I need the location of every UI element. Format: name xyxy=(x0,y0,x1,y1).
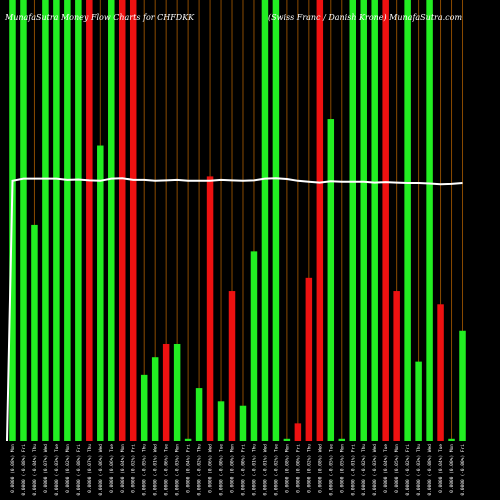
x-tick-label-36: 0.0000 (0.05%) Mon xyxy=(394,444,400,493)
bar-10 xyxy=(108,0,115,441)
x-tick-label-26: 0.0000 (0.08%) Mon xyxy=(284,444,290,493)
x-tick-label-42: 0.0000 (-0.00%) Fri xyxy=(460,444,466,496)
x-tick-label-14: 0.0000 (-0.01%) Wed xyxy=(153,444,159,496)
bar-11 xyxy=(119,0,126,441)
x-tick-label-19: 0.0000 (0.06%) Wed xyxy=(208,444,214,493)
bar-3 xyxy=(31,224,38,441)
x-tick-label-9: 0.0000 (-0.06%) Wed xyxy=(98,444,104,496)
bar-32 xyxy=(349,0,356,441)
bar-24 xyxy=(261,0,269,441)
bar-18 xyxy=(195,388,203,441)
bar-16 xyxy=(173,343,181,441)
bar-41 xyxy=(448,438,455,441)
x-tick-label-6: 0.0000 (0.02%) Mon xyxy=(65,444,71,493)
x-tick-label-11: 0.0000 (0.04%) Mon xyxy=(120,444,126,493)
x-tick-label-39: 0.0000 (-0.08%) Wed xyxy=(427,444,433,496)
x-tick-label-28: 0.0000 (0.02%) Thu xyxy=(306,444,312,493)
x-tick-label-33: 0.0000 (-0.02%) Thu xyxy=(361,444,367,496)
chart-title-right: (Swiss Franc / Danish Krone) MunafaSutra… xyxy=(268,13,462,22)
bar-14 xyxy=(151,357,159,441)
x-tick-label-3: 0.0000 (-0.04%) Thu xyxy=(32,444,38,496)
x-tick-label-25: 0.0000 (-0.02%) Tue xyxy=(273,444,279,496)
bar-5 xyxy=(53,0,60,441)
money-flow-line xyxy=(6,177,463,442)
x-tick-label-10: 0.0000 (0.06%) Tue xyxy=(109,444,115,493)
bar-33 xyxy=(360,0,367,441)
x-tick-label-20: 0.0000 (-0.00%) Tue xyxy=(219,444,225,496)
bar-29 xyxy=(316,0,324,441)
bar-15 xyxy=(162,343,170,441)
bar-37 xyxy=(404,0,411,441)
bar-12 xyxy=(129,0,137,441)
x-tick-label-1: 0.0000 (0.08%) Mon xyxy=(10,444,16,493)
x-tick-label-5: 0.0000 (-0.03%) Tue xyxy=(54,444,60,496)
x-tick-label-2: 0.0000 (-0.08%) Fri xyxy=(21,444,27,496)
x-tick-label-22: 0.0000 (-0.00%) Fri xyxy=(240,444,246,496)
x-tick-label-32: 0.0000 (-0.01%) Fri xyxy=(350,444,356,496)
bar-35 xyxy=(382,0,389,441)
bar-4 xyxy=(42,0,49,441)
bar-40 xyxy=(437,304,444,441)
bar-39 xyxy=(426,0,433,441)
x-tick-label-17: 0.0000 (0.04%) Fri xyxy=(186,444,192,493)
chart-title-left: MunafaSutra Money Flow Charts for CHFDKK xyxy=(4,13,195,22)
bar-22 xyxy=(239,405,247,441)
bar-7 xyxy=(75,0,82,441)
bar-30 xyxy=(327,119,335,441)
x-tick-label-34: 0.0000 (-0.03%) Wed xyxy=(372,444,378,496)
x-tick-label-15: 0.0000 (-0.06%) Tue xyxy=(164,444,170,496)
bar-19 xyxy=(206,176,214,441)
bar-9 xyxy=(97,145,104,441)
x-tick-label-29: 0.0000 (0.08%) Wed xyxy=(317,444,323,493)
x-tick-label-23: 0.0000 (-0.01%) Thu xyxy=(251,444,257,496)
x-tick-label-21: 0.0000 (0.00%) Mon xyxy=(230,444,236,493)
x-tick-label-13: 0.0000 (-0.05%) Thu xyxy=(142,444,148,496)
bar-2 xyxy=(20,0,27,441)
bar-13 xyxy=(140,374,148,441)
x-tick-label-30: 0.0000 (-0.05%) Tue xyxy=(328,444,334,496)
x-tick-label-27: 0.0000 (0.00%) Fri xyxy=(295,444,301,493)
bar-27 xyxy=(294,423,302,441)
bar-8 xyxy=(86,0,93,441)
x-tick-label-7: 0.0000 (-0.08%) Fri xyxy=(76,444,82,496)
x-tick-label-35: 0.0000 (0.04%) Tue xyxy=(383,444,389,493)
x-tick-label-18: 0.0000 (-0.02%) Thu xyxy=(197,444,203,496)
bar-20 xyxy=(217,401,225,441)
x-tick-labels: 0.0000 (0.08%) Mon 0.0000 (-0.08%) Fri 0.0… xyxy=(10,444,466,496)
bar-6 xyxy=(64,0,71,441)
bar-21 xyxy=(228,291,236,441)
bar-26 xyxy=(283,438,291,441)
x-tick-label-8: 0.0000 (0.07%) Thu xyxy=(87,444,93,493)
bar-28 xyxy=(305,277,313,441)
x-tick-label-31: 0.0000 (0.05%) Mon xyxy=(339,444,345,493)
bar-23 xyxy=(250,251,258,441)
bar-36 xyxy=(393,291,400,441)
x-tick-label-12: 0.0000 (0.02%) Fri xyxy=(131,444,137,493)
x-tick-label-41: 0.0000 (0.00%) Mon xyxy=(449,444,455,493)
bar-34 xyxy=(371,0,378,441)
x-tick-label-38: 0.0000 (-0.03%) Thu xyxy=(416,444,422,496)
x-tick-label-37: 0.0000 (-0.02%) Fri xyxy=(405,444,411,496)
bar-25 xyxy=(272,0,280,441)
bar-38 xyxy=(415,361,422,441)
x-tick-label-4: 0.0000 (0.07%) Wed xyxy=(43,444,49,493)
x-tick-label-40: 0.0000 (0.04%) Tue xyxy=(438,444,444,493)
bar-31 xyxy=(338,438,346,441)
x-tick-label-24: 0.0000 (-0.01%) Wed xyxy=(262,444,268,496)
bar-42 xyxy=(459,330,466,441)
x-tick-label-16: 0.0000 (-0.03%) Mon xyxy=(175,444,181,496)
bar-17 xyxy=(184,438,192,441)
